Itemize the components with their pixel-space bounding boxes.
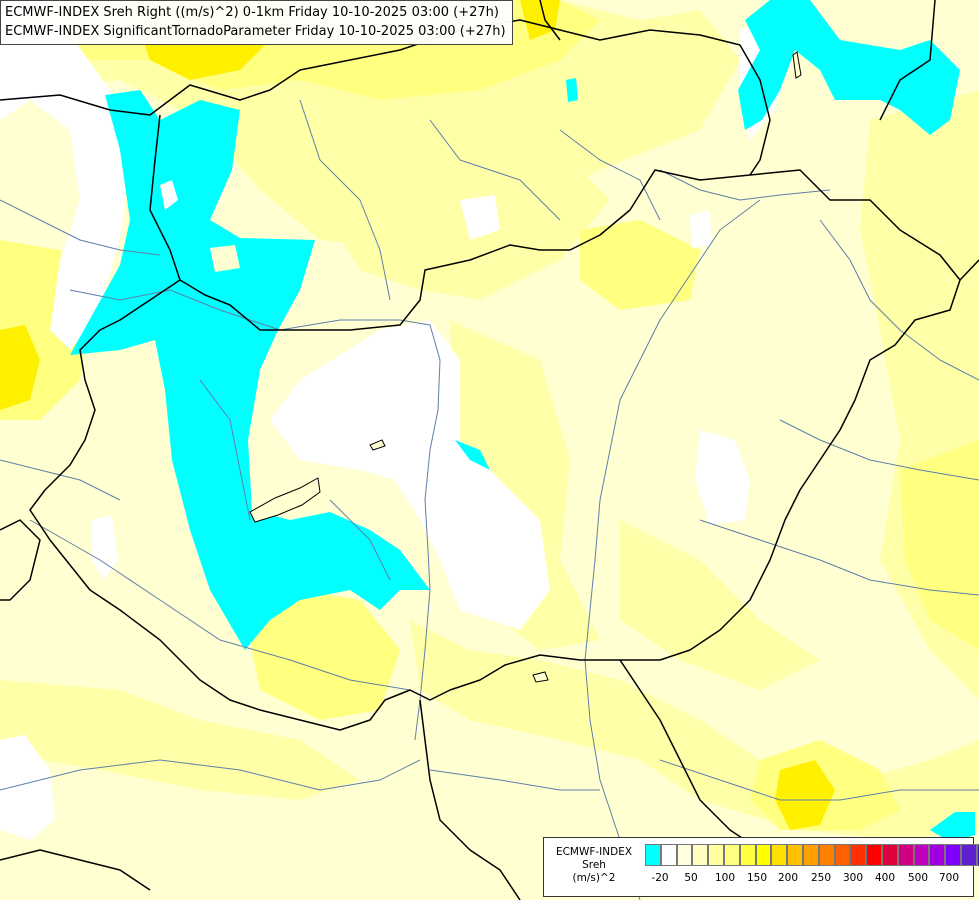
light-yellow-area-southwest (0, 680, 360, 800)
river-north-east (659, 169, 831, 201)
legend-swatch (976, 844, 979, 866)
legend-tick-label: 250 (810, 872, 832, 884)
border-slovakia-ukraine (739, 44, 771, 176)
legend-tick-label: 400 (874, 872, 896, 884)
legend-tick-label: 50 (684, 872, 698, 884)
border-east-romania (959, 259, 979, 281)
river-sio (329, 499, 391, 581)
legend-swatch (818, 844, 835, 866)
white-area-north (460, 195, 500, 240)
legend-swatch (960, 844, 977, 866)
yellow-area-center (580, 220, 700, 310)
river-east-3 (699, 519, 979, 596)
river-danube-upper (69, 289, 400, 331)
river-north-1 (299, 99, 391, 301)
river-tisza (584, 199, 761, 900)
river-zala (199, 379, 251, 521)
legend-swatch (692, 844, 709, 866)
white-area-center (270, 320, 550, 630)
legend-swatch (787, 844, 803, 866)
legend-swatch (802, 844, 819, 866)
gold-patch-southeast (775, 760, 835, 830)
legend-tick-label: 150 (746, 872, 768, 884)
legend-swatch (897, 844, 914, 866)
lake-small-south (532, 671, 549, 683)
river-south-2 (659, 759, 979, 801)
lake-balaton (249, 477, 321, 523)
lake-small-north (792, 51, 802, 79)
border-croatia-serbia (419, 699, 521, 900)
border-austria (149, 114, 181, 281)
cyan-area-southeast-corner (930, 812, 975, 842)
legend-ticks: -20 50 100 150 200 250 300 400 500 700 (645, 872, 965, 888)
lake-velence (369, 439, 386, 451)
border-hungary-outline (29, 169, 961, 731)
light-yellow-area-southeast (620, 520, 820, 690)
legend-swatch (881, 844, 898, 866)
legend-tick-label: 700 (938, 872, 960, 884)
gold-patch-northeast (520, 0, 560, 40)
border-slovakia-north (0, 19, 741, 116)
legend-swatch (739, 844, 756, 866)
yellow-area-south (250, 590, 400, 720)
legend-swatch (676, 844, 693, 866)
white-area-north2 (690, 210, 712, 248)
river-danube-bend (399, 319, 441, 741)
legend-swatch (660, 844, 677, 866)
legend-title: ECMWF-INDEX Sreh (m/s)^2 (548, 846, 640, 885)
cyan-patch-north (566, 78, 578, 102)
river-east-1 (819, 219, 979, 381)
legend-swatch (723, 844, 740, 866)
lakes (249, 51, 802, 683)
river-north-3 (559, 129, 661, 221)
legend-source: ECMWF-INDEX (555, 846, 633, 858)
legend-swatch (771, 844, 788, 866)
cyan-area-south-center (455, 440, 490, 470)
border-southwest (0, 849, 151, 891)
yellow-area-east (900, 440, 979, 650)
legend-swatch (913, 844, 930, 866)
legend-swatches (645, 844, 979, 866)
legend-swatch (708, 844, 724, 866)
color-legend: ECMWF-INDEX Sreh (m/s)^2 -20 50 100 150 200 2… (543, 837, 979, 897)
river-east-2 (779, 419, 979, 481)
river-sava (0, 759, 421, 791)
border-north-top (539, 0, 561, 41)
white-area-east (695, 430, 750, 525)
white-area-west (92, 515, 118, 580)
river-drava (29, 519, 411, 691)
legend-unit: (m/s)^2 (572, 872, 616, 884)
cyan-area-northeast (738, 0, 960, 135)
gold-patch-west (0, 325, 40, 410)
legend-swatch (755, 844, 772, 866)
border-northeast (879, 0, 936, 121)
legend-tick-label: 500 (907, 872, 929, 884)
legend-swatch (945, 844, 961, 866)
river-north-2 (429, 119, 561, 221)
legend-swatch (834, 844, 851, 866)
white-hole-in-cyan (160, 180, 178, 210)
rivers (0, 99, 979, 900)
legend-tick-label: 300 (842, 872, 864, 884)
white-area-northwest (0, 20, 130, 350)
legend-swatch (929, 844, 946, 866)
river-northwest (0, 199, 161, 256)
legend-tick-label: -20 (651, 872, 669, 884)
river-south-1 (429, 769, 600, 791)
legend-tick-label: 100 (714, 872, 736, 884)
map-title-line-1: ECMWF-INDEX Sreh Right ((m/s)^2) 0-1km F… (5, 5, 499, 20)
pale-hole-in-cyan (210, 245, 240, 272)
white-area-southwest (0, 735, 55, 840)
legend-variable: Sreh (582, 859, 606, 871)
border-west-slovenia (0, 519, 41, 601)
legend-swatch (645, 844, 661, 866)
legend-swatch (850, 844, 867, 866)
map-title-line-2: ECMWF-INDEX SignificantTornadoParameter … (5, 24, 506, 39)
legend-swatch (866, 844, 882, 866)
map-title-box: ECMWF-INDEX Sreh Right ((m/s)^2) 0-1km F… (0, 0, 513, 45)
legend-tick-label: 200 (777, 872, 799, 884)
